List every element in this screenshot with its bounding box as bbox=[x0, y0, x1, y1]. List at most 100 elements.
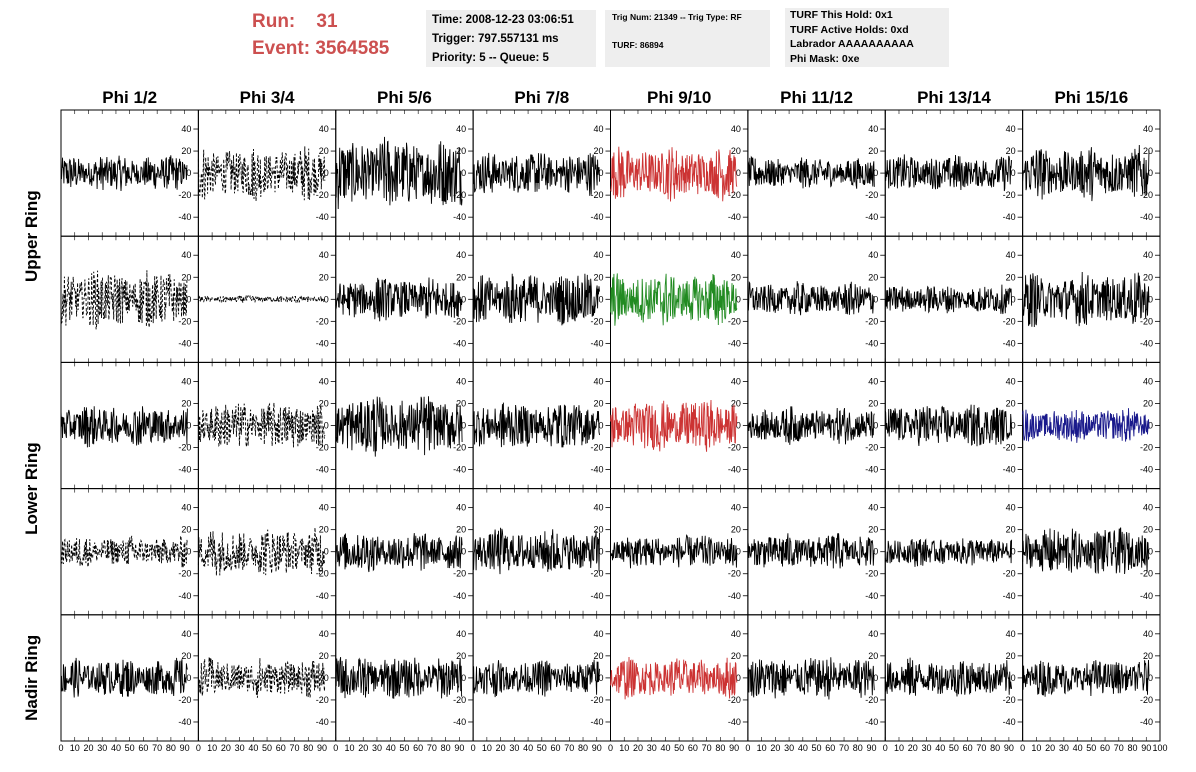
event-row: Event: 3564585 bbox=[252, 35, 389, 62]
y-tick-label: 40 bbox=[731, 376, 741, 386]
y-tick-label: 40 bbox=[181, 503, 191, 513]
y-tick-label: -40 bbox=[178, 465, 191, 475]
y-tick-label: -20 bbox=[1140, 695, 1153, 705]
y-tick-label: -20 bbox=[316, 443, 329, 453]
y-tick-label: 20 bbox=[319, 651, 329, 661]
y-tick-label: 40 bbox=[1006, 629, 1016, 639]
turf-info-box: TURF This Hold: 0x1 TURF Active Holds: 0… bbox=[785, 8, 949, 67]
x-tick-label: 90 bbox=[317, 743, 327, 753]
x-tick-label: 50 bbox=[537, 743, 547, 753]
y-tick-label: 20 bbox=[731, 272, 741, 282]
x-tick-label: 10 bbox=[1031, 743, 1041, 753]
y-tick-label: -20 bbox=[1140, 316, 1153, 326]
y-tick-label: -40 bbox=[1140, 338, 1153, 348]
x-tick-label: 30 bbox=[647, 743, 657, 753]
x-tick-label: 20 bbox=[358, 743, 368, 753]
y-tick-label: -40 bbox=[728, 717, 741, 727]
y-tick-label: 20 bbox=[868, 525, 878, 535]
y-tick-label: 0 bbox=[873, 294, 878, 304]
y-tick-label: -40 bbox=[178, 212, 191, 222]
x-tick-label: 30 bbox=[372, 743, 382, 753]
y-tick-label: 0 bbox=[324, 547, 329, 557]
x-tick-label: 40 bbox=[248, 743, 258, 753]
x-tick-label: 60 bbox=[276, 743, 286, 753]
y-tick-label: 40 bbox=[1143, 250, 1153, 260]
trig-info-box: Trig Num: 21349 -- Trig Type: RF TURF: 8… bbox=[605, 10, 770, 67]
y-tick-label: 40 bbox=[731, 629, 741, 639]
x-tick-label: 70 bbox=[290, 743, 300, 753]
waveform-trace bbox=[197, 294, 325, 304]
y-tick-label: -20 bbox=[1140, 443, 1153, 453]
y-tick-label: -20 bbox=[865, 190, 878, 200]
y-tick-label: 40 bbox=[319, 629, 329, 639]
y-tick-label: 20 bbox=[868, 146, 878, 156]
y-tick-label: 40 bbox=[731, 503, 741, 513]
trig-num-text: Trig Num: 21349 -- Trig Type: RF bbox=[612, 12, 742, 22]
x-tick-label: 20 bbox=[221, 743, 231, 753]
y-tick-label: 40 bbox=[868, 629, 878, 639]
x-tick-label: 70 bbox=[1114, 743, 1124, 753]
y-tick-label: -40 bbox=[865, 212, 878, 222]
y-tick-label: -40 bbox=[590, 591, 603, 601]
y-tick-label: 40 bbox=[456, 503, 466, 513]
x-tick-label: 80 bbox=[441, 743, 451, 753]
y-tick-label: 20 bbox=[1143, 146, 1153, 156]
x-tick-label: 40 bbox=[386, 743, 396, 753]
column-header: Phi 5/6 bbox=[377, 88, 432, 107]
y-tick-label: -40 bbox=[453, 591, 466, 601]
x-tick-label: 20 bbox=[633, 743, 643, 753]
y-tick-label: 20 bbox=[593, 398, 603, 408]
waveform-trace bbox=[472, 402, 600, 448]
y-tick-label: 0 bbox=[461, 421, 466, 431]
y-tick-label: -40 bbox=[453, 338, 466, 348]
x-tick-label: 60 bbox=[963, 743, 973, 753]
x-tick-label: 0 bbox=[196, 743, 201, 753]
y-tick-label: 20 bbox=[1006, 398, 1016, 408]
waveform-trace bbox=[747, 155, 875, 189]
y-tick-label: 40 bbox=[1143, 376, 1153, 386]
y-tick-label: 40 bbox=[1143, 629, 1153, 639]
x-tick-label: 90 bbox=[1141, 743, 1151, 753]
x-tick-label: 50 bbox=[1086, 743, 1096, 753]
y-tick-label: 20 bbox=[1143, 398, 1153, 408]
waveform-trace bbox=[335, 136, 463, 210]
y-tick-label: 40 bbox=[868, 503, 878, 513]
x-tick-label: 70 bbox=[702, 743, 712, 753]
y-tick-label: -20 bbox=[178, 190, 191, 200]
waveform-trace bbox=[472, 273, 600, 326]
y-tick-label: -40 bbox=[590, 212, 603, 222]
y-tick-label: -40 bbox=[728, 338, 741, 348]
waveform-trace bbox=[197, 402, 326, 448]
y-tick-label: 40 bbox=[181, 376, 191, 386]
y-tick-label: -20 bbox=[316, 569, 329, 579]
y-tick-label: 20 bbox=[868, 651, 878, 661]
y-tick-label: 20 bbox=[731, 146, 741, 156]
y-tick-label: 40 bbox=[319, 250, 329, 260]
y-tick-label: 40 bbox=[593, 250, 603, 260]
y-tick-label: 40 bbox=[731, 124, 741, 134]
x-tick-label: 30 bbox=[1059, 743, 1069, 753]
y-tick-label: 20 bbox=[319, 272, 329, 282]
x-tick-label: 60 bbox=[688, 743, 698, 753]
x-tick-label: 10 bbox=[619, 743, 629, 753]
waveform-trace bbox=[610, 656, 738, 700]
y-tick-label: 0 bbox=[598, 421, 603, 431]
x-tick-label: 90 bbox=[454, 743, 464, 753]
x-tick-label: 20 bbox=[770, 743, 780, 753]
column-header: Phi 1/2 bbox=[102, 88, 157, 107]
y-tick-label: -40 bbox=[178, 717, 191, 727]
y-tick-label: -40 bbox=[865, 591, 878, 601]
x-tick-label: 90 bbox=[592, 743, 602, 753]
y-tick-label: 40 bbox=[1006, 503, 1016, 513]
x-tick-label: 10 bbox=[482, 743, 492, 753]
x-tick-label: 10 bbox=[344, 743, 354, 753]
y-tick-label: 0 bbox=[598, 294, 603, 304]
y-tick-label: -20 bbox=[316, 190, 329, 200]
y-tick-label: 0 bbox=[1148, 673, 1153, 683]
y-tick-label: 20 bbox=[731, 525, 741, 535]
waveform-trace bbox=[884, 538, 1013, 567]
x-tick-label: 40 bbox=[660, 743, 670, 753]
y-tick-label: -40 bbox=[1140, 591, 1153, 601]
x-tick-label: 20 bbox=[496, 743, 506, 753]
